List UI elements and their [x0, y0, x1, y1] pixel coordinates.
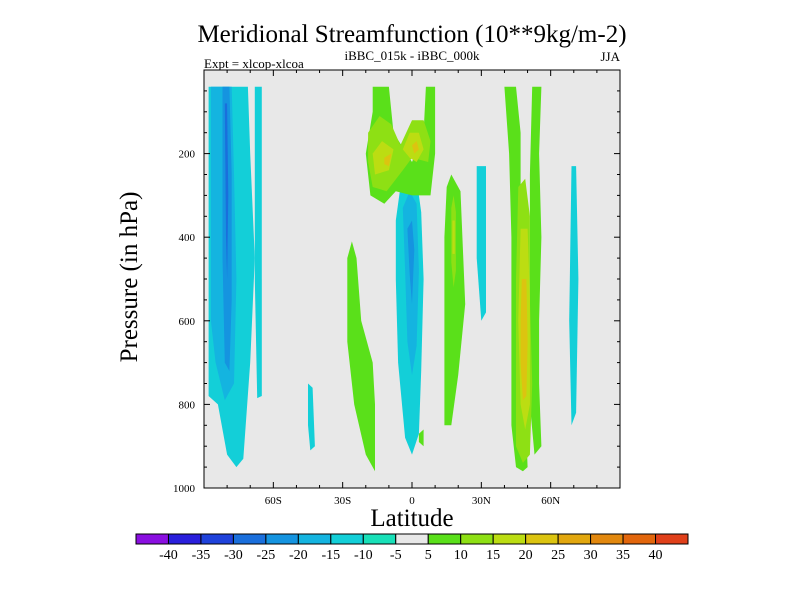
colorbar-swatch [492, 533, 527, 545]
colorbar-swatch [232, 533, 267, 545]
colorbar-label: -30 [224, 548, 243, 563]
colorbar-label: 15 [486, 548, 500, 563]
colorbar: -40 -35 -30 -25 -20 -15 -10 -5 5 10 15 20 25 30 35 40 [135, 533, 689, 563]
colorbar-swatch [655, 533, 689, 545]
contour-nh-midlat-positive [529, 86, 542, 455]
contour-subtropic-negative [308, 383, 315, 451]
colorbar-label: -20 [289, 548, 308, 563]
colorbar-label: 25 [551, 548, 565, 563]
x-tick-label: 60S [265, 495, 282, 507]
colorbar-label: -5 [390, 548, 402, 563]
colorbar-label: -15 [321, 548, 340, 563]
colorbar-label: 40 [649, 548, 663, 563]
contour-nh-negative-strip [476, 166, 486, 321]
contour-sh-negative-strip [254, 86, 262, 399]
y-tick-label: 400 [179, 232, 196, 244]
colorbar-swatch [557, 533, 592, 545]
colorbar-swatch [330, 533, 364, 545]
x-axis-title: Latitude [370, 505, 453, 532]
contour-nh-subtropic-positive [452, 220, 455, 254]
chart-subtitle-left: Expt = xlcop-xlcoa [204, 56, 304, 71]
y-axis-title: Pressure (in hPa) [116, 192, 143, 363]
colorbar-label: -10 [354, 548, 373, 563]
colorbar-swatch [525, 533, 559, 545]
colorbar-swatch [460, 533, 494, 545]
colorbar-swatch [167, 533, 202, 545]
colorbar-label: -35 [192, 548, 211, 563]
colorbar-swatch [362, 533, 397, 545]
colorbar-label: 20 [519, 548, 533, 563]
colorbar-label: 5 [425, 548, 432, 563]
colorbar-swatch [590, 533, 624, 545]
colorbar-swatch [622, 533, 657, 545]
x-tick-label: 60N [541, 495, 560, 507]
colorbar-label: 10 [454, 548, 468, 563]
contour-sh-negative-cell [224, 103, 229, 280]
contour-tropical-positive [412, 141, 419, 154]
contour-sh-subtropic-positive [347, 241, 375, 472]
y-tick-label: 1000 [173, 483, 196, 495]
contour-nh-negative-strip [569, 166, 579, 426]
y-tick-label: 600 [179, 316, 196, 328]
colorbar-swatch [427, 533, 462, 545]
chart-subtitle-right: JJA [600, 49, 620, 64]
y-tick-label: 200 [179, 149, 196, 161]
colorbar-label: -40 [159, 548, 178, 563]
colorbar-swatch [200, 533, 234, 545]
colorbar-swatch [297, 533, 332, 545]
x-tick-label: 30S [334, 495, 351, 507]
x-tick-label: 30N [472, 495, 491, 507]
chart-subtitle-center: iBBC_015k - iBBC_000k [344, 48, 480, 63]
chart-title: Meridional Streamfunction (10**9kg/m-2) [197, 21, 626, 48]
colorbar-label: -25 [257, 548, 276, 563]
contour-small-positive [418, 429, 424, 447]
contour-tropical-positive [372, 141, 394, 175]
colorbar-label: 35 [616, 548, 630, 563]
contour-tropical-positive [384, 153, 392, 167]
colorbar-swatch [135, 533, 169, 545]
axis-ticks: 60S 30S 0 30N 60N 200 400 600 800 1000 [173, 70, 620, 507]
contour-equatorial-negative [407, 220, 415, 305]
contour-layer [208, 86, 579, 472]
contour-nh-midlat-positive [520, 279, 528, 401]
y-tick-label: 800 [179, 399, 196, 411]
colorbar-label: 30 [584, 548, 598, 563]
contour-nh-subtropic-positive [444, 174, 466, 426]
colorbar-swatch [395, 533, 429, 545]
colorbar-swatch [265, 533, 299, 545]
x-tick-label: 0 [409, 495, 415, 507]
